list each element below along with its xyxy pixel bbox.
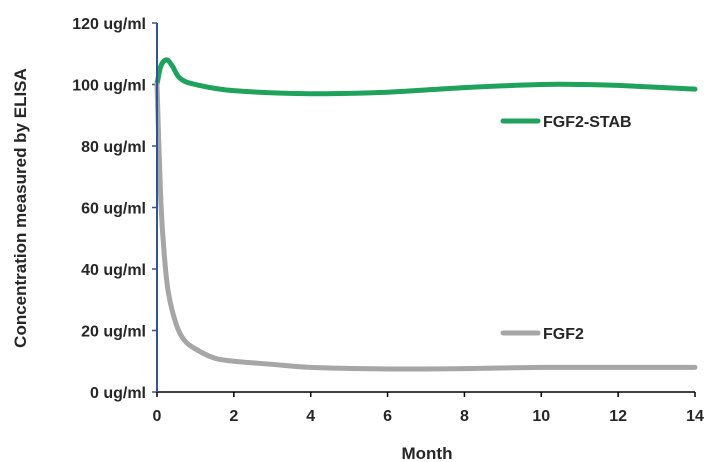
y-tick-label: 20 ug/ml <box>81 324 146 341</box>
x-tick-label: 8 <box>460 408 469 425</box>
y-tick-label: 120 ug/ml <box>72 16 146 33</box>
series-line-fgf2-stab <box>154 57 698 97</box>
x-tick-label: 4 <box>306 408 315 425</box>
x-tick-label: 6 <box>383 408 392 425</box>
y-axis-ticks: 0 ug/ml 20 ug/ml 40 ug/ml 60 ug/ml 80 ug/ml 1… <box>72 16 157 402</box>
y-tick-label: 100 ug/ml <box>72 78 146 95</box>
y-tick-label: 40 ug/ml <box>81 262 146 279</box>
legend-label-fgf2-stab: FGF2-STAB <box>543 114 632 131</box>
y-tick-label: 80 ug/ml <box>81 139 146 156</box>
y-axis-title: Concentration measured by ELISA <box>11 68 30 348</box>
x-axis-title: Month <box>402 444 453 462</box>
y-tick-label: 60 ug/ml <box>81 201 146 218</box>
x-tick-label: 10 <box>532 408 550 425</box>
y-tick-label: 0 ug/ml <box>90 385 146 402</box>
series-layer <box>154 57 698 372</box>
x-tick-label: 0 <box>153 408 162 425</box>
legend: FGF2-STAB FGF2 <box>500 114 632 343</box>
x-tick-label: 14 <box>686 408 704 425</box>
x-axis-ticks: 0 2 4 6 8 10 12 14 <box>153 392 704 425</box>
series-line-fgf2 <box>154 82 698 372</box>
x-tick-label: 12 <box>609 408 627 425</box>
x-tick-label: 2 <box>229 408 238 425</box>
legend-label-fgf2: FGF2 <box>543 326 584 343</box>
